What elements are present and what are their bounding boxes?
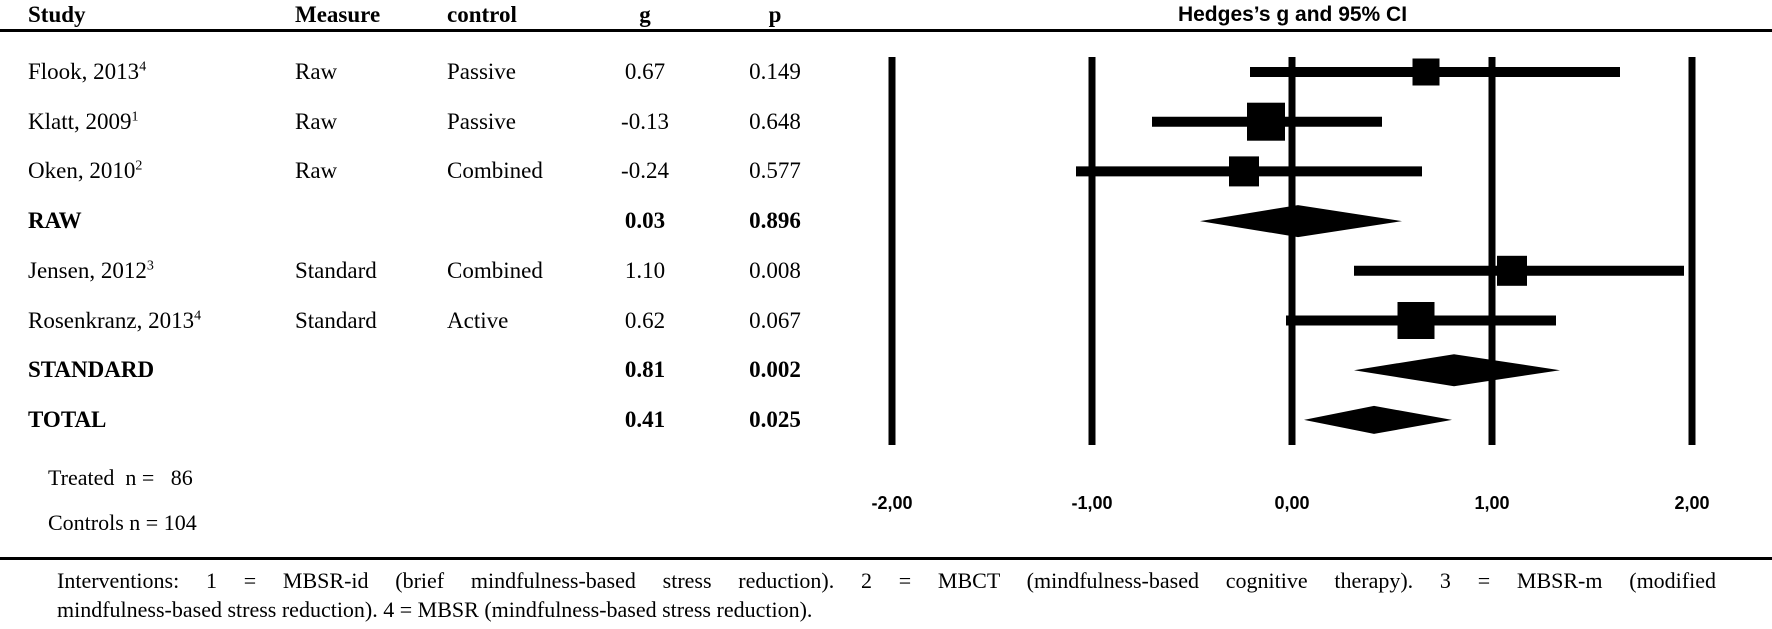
measure-flook-2013: Raw [295, 59, 338, 84]
col-header-study: Study [28, 2, 86, 27]
control-oken-2010: Combined [447, 158, 543, 184]
measure-klatt-2009: Raw [295, 108, 338, 134]
axis-tick-1,00: 1,00 [1474, 493, 1510, 513]
point-marker-klatt-2009 [1247, 102, 1285, 141]
g-value-klatt-2009: -0.13 [621, 108, 669, 134]
summary-diamond-standard [1354, 354, 1560, 387]
axis-tick--1,00: -1,00 [1071, 493, 1113, 513]
study-name-jensen-2012: Jensen, 20123 [28, 257, 154, 283]
g-value-standard: 0.81 [624, 357, 666, 383]
control-klatt-2009: Passive [447, 108, 516, 134]
header-rule [0, 29, 1772, 32]
summary-diamond-raw [1200, 205, 1402, 238]
study-name-raw: RAW [28, 208, 82, 234]
intervention-footnote-ref: 4 [194, 307, 202, 323]
g-value-rosenkranz-2013: 0.62 [624, 307, 666, 333]
g-value-jensen-2012: 1.10 [624, 257, 666, 283]
study-name-oken-2010: Oken, 20102 [28, 158, 143, 184]
col-header-g: g [639, 2, 651, 27]
p-value-oken-2010: 0.577 [749, 158, 801, 184]
control-jensen-2012: Combined [447, 257, 543, 283]
col-header-measure: Measure [295, 2, 381, 27]
p-value-total: 0.025 [749, 406, 801, 432]
p-value-rosenkranz-2013: 0.067 [749, 307, 801, 333]
point-marker-flook-2013 [1412, 58, 1440, 86]
study-name-rosenkranz-2013: Rosenkranz, 20134 [28, 307, 202, 333]
measure-rosenkranz-2013: Standard [295, 307, 377, 333]
footnote: Interventions: 1 = MBSR-id (brief mindfu… [57, 566, 1716, 624]
footnote-line-2: mindfulness-based stress reduction). 4 =… [57, 597, 813, 622]
measure-oken-2010: Raw [295, 158, 338, 184]
p-value-flook-2013: 0.149 [749, 59, 801, 84]
control-rosenkranz-2013: Active [447, 307, 509, 333]
footnote-line-1: Interventions: 1 = MBSR-id (brief mindfu… [57, 568, 1716, 593]
summary-diamond-total [1304, 405, 1452, 434]
study-name-flook-2013: Flook, 20134 [28, 59, 147, 84]
control-flook-2013: Passive [447, 59, 516, 84]
intervention-footnote-ref: 3 [146, 258, 154, 274]
study-name-standard: STANDARD [28, 357, 155, 383]
col-header-p: p [768, 2, 782, 27]
intervention-footnote-ref: 4 [139, 59, 147, 75]
study-name-klatt-2009: Klatt, 20091 [28, 108, 139, 134]
plot-title: Hedges’s g and 95% CI [1177, 3, 1408, 26]
p-value-klatt-2009: 0.648 [749, 108, 801, 134]
g-value-raw: 0.03 [624, 208, 666, 234]
footnote-rule [0, 557, 1772, 560]
p-value-jensen-2012: 0.008 [749, 257, 801, 283]
controls-n-label: Controls n = 104 [48, 510, 197, 535]
point-marker-jensen-2012 [1497, 255, 1527, 286]
axis-tick-0,00: 0,00 [1274, 493, 1310, 513]
intervention-footnote-ref: 2 [135, 158, 143, 174]
treated-n-label: Treated n = 86 [48, 465, 193, 490]
intervention-footnote-ref: 1 [131, 109, 139, 125]
g-value-total: 0.41 [624, 406, 666, 432]
measure-jensen-2012: Standard [295, 257, 377, 283]
point-marker-rosenkranz-2013 [1397, 302, 1435, 339]
study-name-total: TOTAL [28, 406, 107, 432]
p-value-raw: 0.896 [749, 208, 801, 234]
g-value-flook-2013: 0.67 [624, 59, 666, 84]
p-value-standard: 0.002 [749, 357, 801, 383]
axis-tick-2,00: 2,00 [1674, 493, 1710, 513]
g-value-oken-2010: -0.24 [621, 158, 669, 184]
axis-tick--2,00: -2,00 [871, 493, 913, 513]
point-marker-oken-2010 [1229, 156, 1259, 187]
col-header-control: control [447, 2, 517, 27]
